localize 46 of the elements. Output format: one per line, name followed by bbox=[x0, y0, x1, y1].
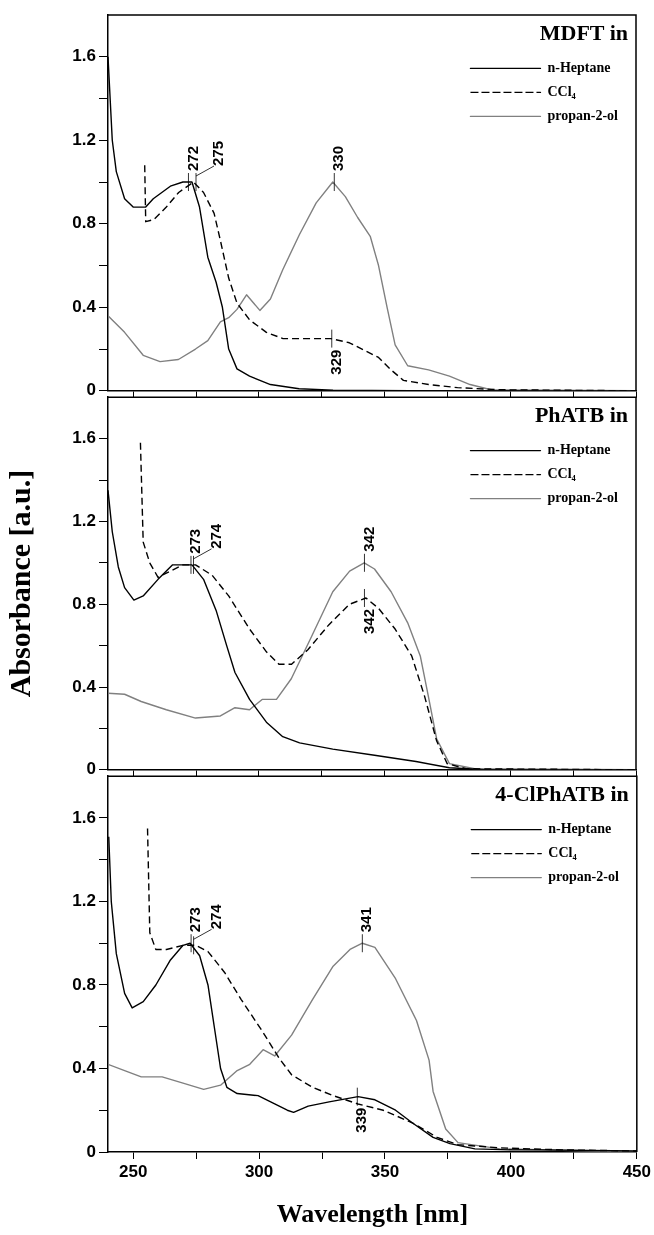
y-tick-label: 1.6 bbox=[72, 428, 96, 448]
legend-title: PhATB in bbox=[534, 401, 628, 427]
y-tick-label: 1.2 bbox=[72, 511, 96, 531]
y-axis-title: Absorbance [a.u.] bbox=[2, 469, 36, 698]
y-tick-label: 0.8 bbox=[72, 213, 96, 233]
y-tick-label: 1.2 bbox=[72, 891, 96, 911]
y-tick-label: 0 bbox=[86, 380, 96, 400]
annotation: 274 bbox=[206, 903, 224, 930]
x-axis-title: Wavelength [nm] bbox=[276, 1199, 469, 1229]
legend-label: CCl₄ bbox=[547, 84, 577, 100]
y-tick-label: 1.2 bbox=[72, 129, 96, 149]
legend-title: 4-ClPhATB in bbox=[495, 780, 629, 806]
y-tick-label: 0.8 bbox=[72, 593, 96, 613]
y-tick-label: 1.6 bbox=[72, 807, 96, 827]
annotation: 342 bbox=[359, 526, 377, 552]
legend-label: propan-2-ol bbox=[547, 490, 619, 506]
legend-title: MDFT in bbox=[539, 19, 628, 45]
y-tick-label: 0.4 bbox=[72, 1058, 97, 1078]
annotation: 330 bbox=[329, 145, 347, 172]
annotation: 273 bbox=[186, 528, 204, 554]
x-tick-label: 350 bbox=[370, 1161, 400, 1181]
y-tick-label: 1.6 bbox=[72, 46, 96, 66]
x-tick-label: 450 bbox=[622, 1161, 652, 1181]
y-tick-label: 0 bbox=[86, 1141, 96, 1161]
y-tick-label: 0 bbox=[86, 759, 96, 779]
annotation: 273 bbox=[186, 907, 204, 933]
y-tick-label: 0.4 bbox=[72, 676, 97, 696]
annotation: 274 bbox=[206, 523, 224, 549]
x-tick-label: 300 bbox=[244, 1161, 274, 1181]
legend-label: propan-2-ol bbox=[548, 869, 619, 885]
annotation: 275 bbox=[209, 140, 227, 167]
annotation: 342 bbox=[359, 608, 377, 635]
annotation: 329 bbox=[326, 349, 344, 375]
y-tick-label: 0.8 bbox=[72, 974, 96, 994]
legend-label: n-Heptane bbox=[547, 60, 611, 76]
x-tick-label: 400 bbox=[496, 1161, 526, 1181]
x-tick-label: 250 bbox=[118, 1161, 148, 1181]
legend-label: n-Heptane bbox=[548, 821, 612, 837]
y-tick-label: 0.4 bbox=[72, 296, 97, 316]
annotation: 272 bbox=[183, 145, 201, 172]
legend-label: propan-2-ol bbox=[547, 108, 619, 124]
legend-label: CCl₄ bbox=[547, 466, 577, 482]
legend-label: CCl₄ bbox=[548, 845, 578, 861]
annotation: 341 bbox=[357, 907, 375, 933]
legend-label: n-Heptane bbox=[547, 442, 611, 458]
annotation: 339 bbox=[352, 1107, 370, 1133]
